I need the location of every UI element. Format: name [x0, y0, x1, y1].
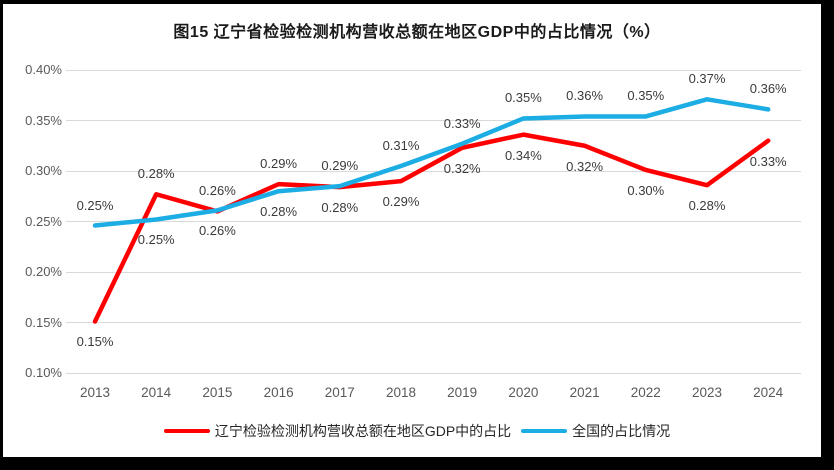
x-axis-tick-label: 2024: [753, 385, 784, 400]
gridline: [66, 120, 801, 121]
x-axis-tick-label: 2013: [79, 385, 111, 400]
gridline: [66, 322, 801, 323]
x-axis-tick-label: 2018: [385, 385, 417, 400]
data-label-liaoning-share: 0.15%: [76, 334, 114, 350]
legend-swatch-national: [521, 429, 568, 433]
data-label-national-share: 0.29%: [321, 158, 359, 174]
data-label-liaoning-share: 0.26%: [198, 183, 236, 199]
data-label-national-share: 0.36%: [566, 88, 604, 104]
data-label-national-share: 0.35%: [627, 88, 665, 104]
y-axis-tick-label: 0.30%: [25, 163, 62, 178]
data-label-liaoning-share: 0.32%: [443, 160, 481, 176]
data-label-national-share: 0.31%: [382, 137, 420, 153]
data-label-national-share: 0.33%: [443, 115, 481, 131]
data-label-liaoning-share: 0.30%: [627, 182, 665, 198]
x-axis-tick-label: 2015: [202, 385, 233, 400]
legend-swatch-liaoning: [163, 429, 210, 433]
gridline: [66, 69, 801, 71]
legend-label-liaoning: 辽宁检验检测机构营收总额在地区GDP中的占比: [214, 423, 512, 439]
data-label-national-share: 0.37%: [688, 71, 726, 87]
x-axis-tick-label: 2017: [324, 385, 355, 400]
frame-border-bottom: [0, 457, 834, 470]
data-label-liaoning-share: 0.29%: [260, 156, 298, 172]
legend-label-national: 全国的占比情况: [572, 423, 671, 439]
y-axis-tick-label: 0.10%: [25, 365, 62, 380]
series-line-liaoning-share: [92, 132, 771, 324]
y-axis-tick-label: 0.15%: [25, 314, 62, 330]
data-label-liaoning-share: 0.29%: [382, 194, 420, 210]
data-label-liaoning-share: 0.34%: [504, 147, 542, 163]
data-label-liaoning-share: 0.28%: [137, 166, 175, 182]
frame-border-right: [821, 0, 834, 470]
data-label-national-share: 0.36%: [749, 81, 787, 97]
series-line-national-share: [92, 97, 771, 228]
y-axis-tick-label: 0.35%: [25, 112, 62, 128]
data-label-national-share: 0.25%: [137, 232, 175, 248]
data-label-liaoning-share: 0.28%: [321, 200, 359, 216]
y-axis-tick-label: 0.25%: [25, 213, 62, 229]
x-axis-tick-label: 2023: [691, 385, 723, 400]
x-axis-tick-label: 2014: [141, 385, 172, 400]
x-axis-tick-label: 2019: [447, 385, 478, 400]
data-label-liaoning-share: 0.28%: [688, 198, 726, 214]
gridline: [66, 170, 801, 172]
legend: 辽宁检验检测机构营收总额在地区GDP中的占比 全国的占比情况: [0, 421, 834, 441]
x-axis-tick-label: 2021: [569, 385, 600, 400]
frame-border-top: [0, 0, 834, 4]
x-axis-tick-label: 2016: [263, 385, 294, 400]
data-label-national-share: 0.25%: [76, 197, 114, 213]
y-axis-tick-label: 0.20%: [25, 264, 62, 279]
data-label-liaoning-share: 0.32%: [566, 158, 604, 174]
data-label-liaoning-share: 0.33%: [749, 153, 787, 169]
gridline: [66, 372, 801, 374]
frame-border-left: [0, 0, 3, 470]
data-label-national-share: 0.35%: [504, 90, 542, 106]
data-label-national-share: 0.26%: [198, 223, 236, 239]
x-axis-tick-label: 2022: [630, 385, 661, 400]
gridline: [66, 221, 801, 222]
gridline: [66, 271, 801, 273]
x-axis-tick-label: 2020: [508, 385, 539, 400]
y-axis-tick-label: 0.40%: [25, 62, 62, 77]
chart-title: 图15 辽宁省检验检测机构营收总额在地区GDP中的占比情况（%）: [173, 24, 661, 41]
data-label-national-share: 0.28%: [260, 204, 298, 220]
